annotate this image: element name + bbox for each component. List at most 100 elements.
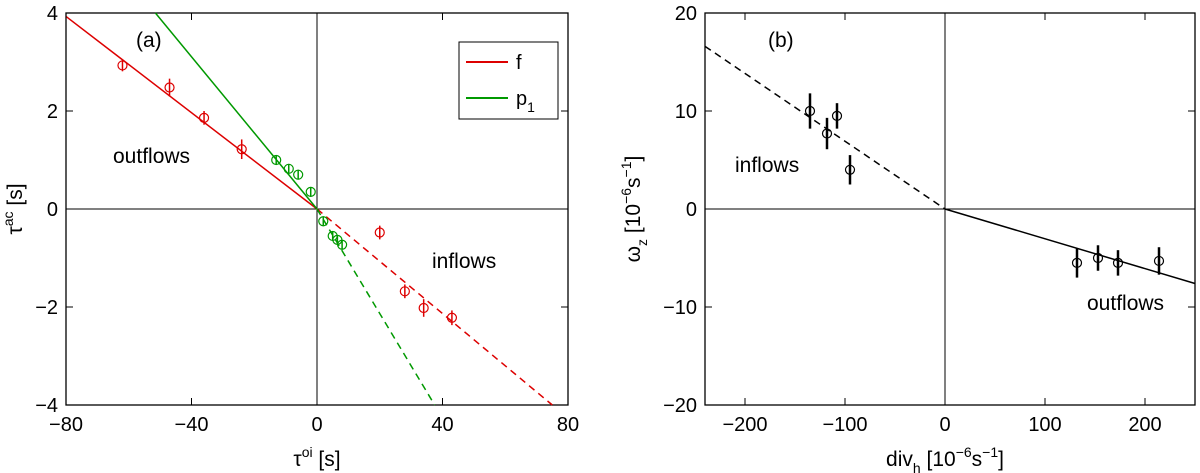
series-data-point-center	[1076, 261, 1078, 264]
panel-b-axis-lines	[705, 13, 1195, 405]
y-tick-label: 2	[47, 101, 58, 123]
series-data-point	[821, 128, 833, 139]
series-data-point-center	[849, 168, 851, 171]
f-data-point	[164, 82, 175, 93]
y-label-unit: [s]	[4, 183, 27, 211]
series-data-point	[804, 105, 816, 117]
panel-a-fit-lines	[65, 12, 553, 406]
series-data-point	[831, 110, 843, 122]
series-data-point	[844, 164, 856, 175]
panel-a-x-axis-label: τoi [s]	[293, 444, 340, 471]
y-tick-label: 0	[686, 199, 697, 221]
x-tick-label: 200	[1128, 414, 1161, 436]
y-label-unit-sup2: −1	[618, 161, 634, 177]
f-data-point	[198, 112, 210, 123]
y-tick-label: 4	[47, 3, 58, 25]
x-tick-label: 100	[1028, 414, 1061, 436]
x-label-sup: oi	[302, 444, 313, 460]
y-tick-label: −20	[663, 395, 697, 417]
p1-data-point	[271, 154, 282, 166]
f-data-point	[117, 60, 128, 71]
panel-b-fit-lines	[704, 45, 1196, 285]
x-label-unit: [s]	[313, 448, 341, 471]
p1-fit-solid-line	[154, 12, 318, 210]
x-tick-label: 0	[939, 414, 950, 436]
y-label-base: ω	[622, 246, 645, 262]
y-tick-label: −4	[35, 395, 58, 417]
series-data-point	[1092, 252, 1104, 264]
p1-fit-dashed-line	[316, 208, 436, 406]
p1-data-point	[337, 239, 348, 250]
y-label-unit: [10	[622, 204, 645, 239]
x-label-base: div	[886, 448, 913, 471]
legend-p1-label: p1	[516, 88, 535, 115]
panel-b-annotation-outflows: outflows	[1087, 292, 1164, 315]
panel-b-x-axis-label: divh [10−6s−1]	[886, 444, 1004, 473]
legend-p1-sub: 1	[527, 99, 535, 115]
y-label-sub: z	[634, 239, 650, 246]
panel-b-data-points	[804, 93, 1165, 278]
x-tick-label: −40	[175, 414, 209, 436]
y-label-unit-sup: −6	[618, 188, 634, 204]
x-tick-label: −80	[49, 414, 83, 436]
p1-data-point	[305, 186, 316, 197]
y-label-unit-end: ]	[622, 156, 645, 162]
f-data-point	[418, 302, 429, 314]
legend-f-label: f	[516, 52, 522, 74]
f-data-point	[236, 144, 247, 155]
x-tick-label: −100	[822, 414, 867, 436]
y-tick-label: −10	[663, 297, 697, 319]
x-label-base: τ	[293, 448, 302, 471]
series-data-point-center	[1117, 261, 1119, 264]
panel-a-legend: f p1	[458, 41, 559, 120]
x-label-unit: [10	[921, 448, 956, 471]
panel-b-label: (b)	[768, 29, 794, 52]
x-label-unit-sup: −6	[956, 444, 972, 460]
panel-b-annotation-inflows: inflows	[735, 154, 799, 177]
f-data-point	[446, 312, 458, 323]
p1-data-point	[293, 169, 304, 180]
series-data-point-center	[826, 132, 828, 135]
y-label-unit-tail: s	[622, 177, 645, 188]
f-fit-solid-line	[65, 15, 318, 210]
p1-data-point	[318, 216, 329, 227]
f-data-point	[399, 286, 410, 297]
y-tick-label: 20	[675, 3, 697, 25]
x-label-unit-tail: s	[972, 448, 983, 471]
series-data-point-center	[836, 114, 838, 117]
panel-a-y-axis-label: τac [s]	[0, 183, 27, 234]
series-data-point-center	[1097, 257, 1099, 259]
panel-a-label: (a)	[136, 29, 162, 52]
series-fit-dashed-line	[704, 45, 946, 210]
panel-a-annotation-inflows: inflows	[432, 250, 496, 273]
x-label-unit-end: ]	[998, 448, 1004, 471]
series-data-point	[1112, 257, 1124, 268]
x-tick-label: 80	[557, 414, 579, 436]
legend-p1-base: p	[516, 88, 527, 110]
series-data-point-center	[809, 110, 811, 112]
p1-data-point	[283, 163, 294, 174]
legend-box	[458, 41, 559, 120]
series-data-point	[1153, 255, 1165, 267]
panel-a-annotation-outflows: outflows	[113, 145, 190, 168]
panel-a-ticks: −80 −40 0 40 80 4 2 0 −2 −4	[35, 3, 579, 436]
x-tick-label: 40	[431, 414, 453, 436]
x-tick-label: 0	[311, 414, 322, 436]
series-fit-solid-line	[944, 208, 1196, 285]
series-data-point-center	[1158, 259, 1160, 262]
y-tick-label: 10	[675, 101, 697, 123]
y-tick-label: −2	[35, 297, 58, 319]
panel-a-data-points	[117, 59, 458, 326]
series-data-point	[1071, 257, 1083, 268]
x-label-unit-sup2: −1	[982, 444, 998, 460]
f-data-point	[374, 227, 385, 238]
x-label-sub: h	[913, 460, 921, 473]
panel-b-y-axis-label: ωz [10−6s−1]	[618, 156, 650, 263]
x-tick-label: −200	[722, 414, 767, 436]
f-fit-dashed-line	[316, 208, 553, 406]
y-label-base: τ	[4, 226, 27, 235]
